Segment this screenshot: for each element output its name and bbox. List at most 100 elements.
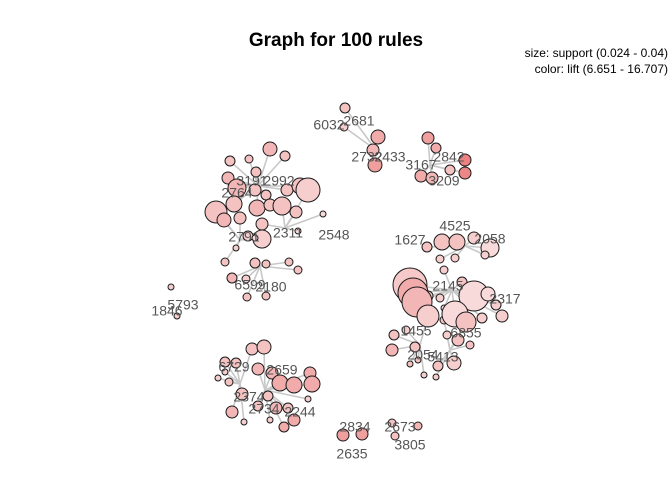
item-label: 3209	[428, 173, 459, 189]
item-label: 5793	[167, 297, 198, 313]
rule-node	[295, 177, 321, 203]
rule-node	[248, 183, 262, 197]
rule-node	[430, 142, 442, 154]
rule-node	[167, 283, 175, 291]
item-label: 2058	[474, 231, 505, 247]
rule-node	[294, 227, 302, 235]
rule-node	[435, 293, 445, 303]
rule-node	[224, 377, 234, 387]
rule-node	[432, 373, 440, 381]
nodes-layer	[167, 102, 509, 442]
rule-node	[250, 166, 262, 178]
rule-node	[266, 416, 274, 424]
rule-node	[303, 375, 321, 393]
item-label: 6032	[313, 117, 344, 133]
rule-node	[366, 143, 380, 157]
rule-node	[251, 234, 259, 242]
rule-node	[249, 257, 261, 269]
item-label: 1455	[400, 323, 431, 339]
rule-node	[284, 257, 294, 267]
rule-node	[420, 371, 428, 379]
rule-node	[465, 340, 475, 350]
item-label: 3167	[405, 157, 436, 173]
rule-node	[240, 418, 248, 426]
item-label: 3191	[236, 173, 267, 189]
rule-node	[480, 250, 490, 260]
rule-node	[293, 265, 303, 275]
item-label: 1846	[151, 303, 182, 319]
rule-node	[221, 368, 229, 376]
rule-node	[406, 360, 414, 368]
item-label: 2548	[318, 227, 349, 243]
rule-node	[255, 217, 269, 231]
rule-node	[416, 304, 440, 328]
rule-node	[278, 421, 290, 433]
rule-node	[220, 257, 230, 267]
item-label: 5413	[427, 349, 458, 365]
item-label: 2842	[433, 149, 464, 165]
item-label: 2834	[339, 419, 370, 435]
rule-node	[261, 291, 271, 301]
item-label: 2764	[221, 185, 252, 201]
item-label: 2317	[489, 291, 520, 307]
rule-node	[370, 129, 386, 145]
rule-node	[304, 395, 312, 403]
item-label: 4525	[439, 218, 470, 234]
rule-node	[282, 402, 294, 414]
rule-node	[450, 253, 460, 263]
graph-title: Graph for 100 rules	[249, 30, 423, 51]
rule-node	[216, 212, 232, 228]
rule-node	[232, 244, 240, 252]
rule-node	[230, 357, 242, 369]
rule-node	[265, 366, 279, 380]
rule-node	[390, 431, 400, 441]
rule-node	[446, 355, 462, 371]
rule-node	[256, 339, 272, 355]
item-label: 2681	[343, 113, 374, 129]
rule-node	[224, 155, 236, 167]
rule-node	[219, 356, 231, 368]
rule-node	[272, 196, 292, 216]
rule-node	[421, 241, 433, 253]
rule-node	[433, 233, 451, 251]
item-label: 2734	[248, 401, 279, 417]
rule-node	[339, 102, 351, 114]
item-label: 2732	[351, 149, 382, 165]
item-label: 6855	[450, 325, 481, 341]
rule-node	[435, 254, 445, 264]
rule-node	[225, 195, 243, 213]
rule-node	[248, 199, 266, 217]
item-label: 2145	[432, 278, 463, 294]
item-label: 2791	[228, 229, 259, 245]
rule-node	[235, 387, 249, 401]
rule-node	[319, 210, 327, 218]
rule-node	[285, 376, 303, 394]
rule-node	[495, 309, 509, 323]
rule-node	[439, 265, 449, 275]
rule-edge	[257, 155, 286, 187]
item-label: 2374	[233, 389, 264, 405]
rule-node	[425, 171, 439, 185]
item-label: 2673	[384, 419, 415, 435]
rule-node	[262, 390, 274, 402]
item-label: 3805	[394, 437, 425, 453]
item-label: 2433	[374, 149, 405, 165]
rule-node	[252, 400, 264, 412]
rule-edge	[246, 265, 261, 298]
rule-node	[442, 330, 452, 340]
item-label: 2992	[263, 173, 294, 189]
rule-node	[444, 164, 456, 176]
legend-size: size: support (0.024 - 0.04)	[525, 46, 668, 60]
rule-node	[261, 259, 271, 269]
rule-node	[413, 421, 423, 431]
rule-node	[242, 292, 252, 302]
rule-edge	[419, 344, 425, 376]
rule-edge	[259, 265, 267, 297]
rule-node	[458, 166, 472, 180]
item-label: 2311	[273, 225, 303, 241]
rule-node	[279, 150, 291, 162]
item-label: 2635	[336, 446, 367, 462]
rule-node	[421, 131, 435, 145]
